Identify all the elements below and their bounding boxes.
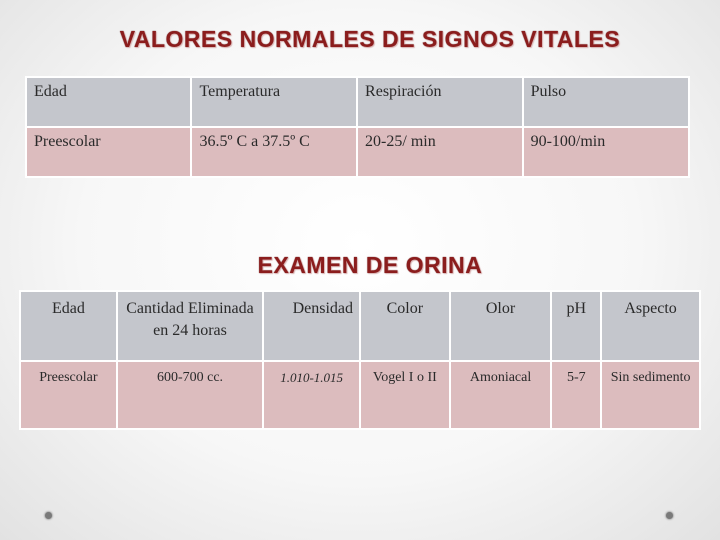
header-age: Edad: [24, 76, 193, 128]
cell-temperature: 36.5º C a 37.5º C: [190, 126, 359, 178]
header-density: Densidad: [262, 290, 362, 362]
cell-quantity: 600-700 cc.: [115, 360, 265, 430]
table-row: Preescolar 600-700 cc. 1.010-1.015 Vogel…: [19, 360, 701, 430]
vital-signs-title: VALORES NORMALES DE SIGNOS VITALES: [119, 26, 621, 52]
decorative-dot-right: [666, 512, 673, 519]
urine-exam-title: EXAMEN DE ORINA: [257, 252, 483, 278]
table-header-row: Edad Cantidad Eliminada en 24 horas Dens…: [19, 290, 701, 362]
header-temperature: Temperatura: [190, 76, 359, 128]
header-odor: Olor: [448, 290, 553, 362]
cell-respiration: 20-25/ min: [356, 126, 524, 178]
cell-pulse: 90-100/min: [521, 126, 691, 178]
cell-odor: Amoniacal: [448, 360, 553, 430]
cell-appearance: Sin sedimento: [600, 360, 701, 430]
table-row: Preescolar 36.5º C a 37.5º C 20-25/ min …: [24, 126, 691, 178]
header-color: Color: [359, 290, 451, 362]
header-quantity: Cantidad Eliminada en 24 horas: [115, 290, 265, 362]
cell-ph: 5-7: [550, 360, 603, 430]
cell-age: Preescolar: [19, 360, 118, 430]
header-appearance: Aspecto: [600, 290, 701, 362]
cell-density: 1.010-1.015: [262, 360, 362, 430]
urine-exam-table: Edad Cantidad Eliminada en 24 horas Dens…: [19, 290, 701, 430]
header-respiration: Respiración: [356, 76, 524, 128]
vital-signs-table: Edad Temperatura Respiración Pulso Prees…: [24, 76, 691, 178]
header-age: Edad: [19, 290, 118, 362]
decorative-dot-left: [45, 512, 52, 519]
header-ph: pH: [550, 290, 603, 362]
header-pulse: Pulso: [521, 76, 691, 128]
cell-color: Vogel I o II: [359, 360, 451, 430]
table-header-row: Edad Temperatura Respiración Pulso: [24, 76, 691, 128]
cell-age: Preescolar: [24, 126, 193, 178]
